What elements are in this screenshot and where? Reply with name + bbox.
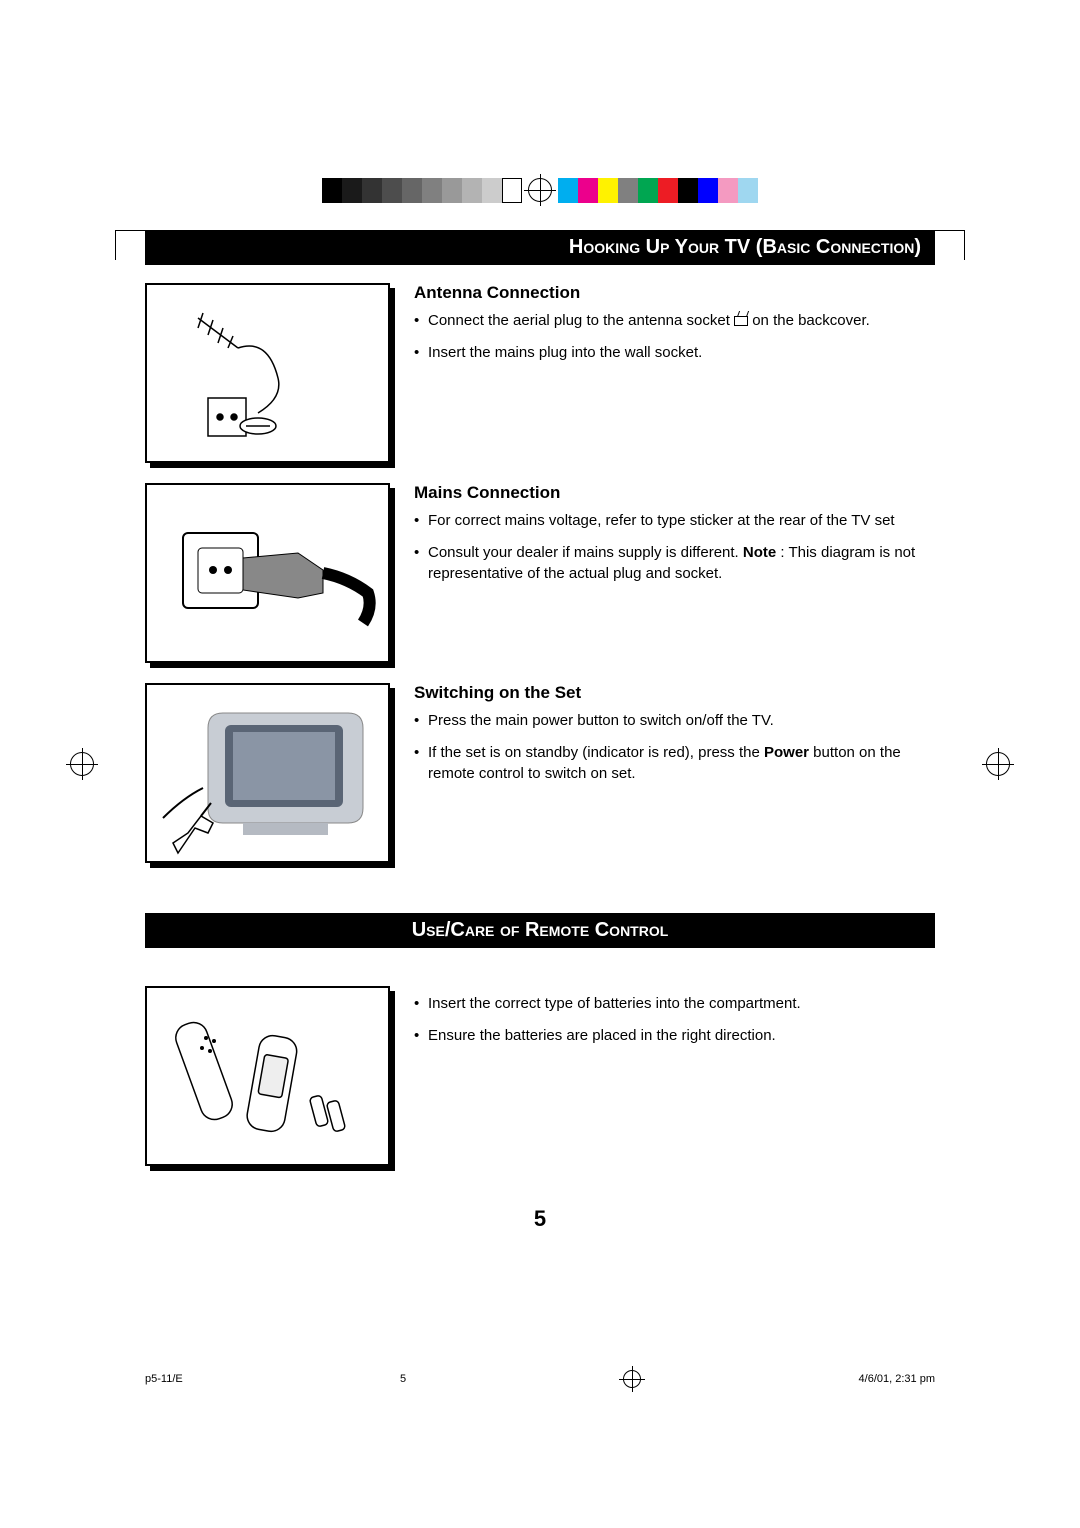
list-item: For correct mains voltage, refer to type… xyxy=(414,511,935,531)
switching-figure xyxy=(145,683,390,863)
list-item: Press the main power button to switch on… xyxy=(414,711,935,731)
registration-mark-icon xyxy=(986,752,1010,776)
crop-mark xyxy=(115,230,145,260)
registration-mark-icon xyxy=(623,1370,641,1388)
section-header-remote: Use/Care of Remote Control xyxy=(145,913,935,948)
registration-mark-icon xyxy=(70,752,94,776)
page-number: 5 xyxy=(145,1206,935,1232)
remote-figure xyxy=(145,986,390,1166)
list-item: Ensure the batteries are placed in the r… xyxy=(414,1026,801,1046)
switching-title: Switching on the Set xyxy=(414,683,935,703)
list-item: Insert the correct type of batteries int… xyxy=(414,994,801,1014)
registration-mark-icon xyxy=(528,178,552,202)
antenna-figure xyxy=(145,283,390,463)
list-item: Consult your dealer if mains supply is d… xyxy=(414,543,935,584)
footer-mid: 5 xyxy=(400,1373,406,1385)
color-calibration-bar xyxy=(322,175,758,205)
list-item: Connect the aerial plug to the antenna s… xyxy=(414,311,870,331)
section-header-hookup: Hooking Up Your TV (Basic Connection) xyxy=(145,230,935,265)
footer: p5-11/E 5 4/6/01, 2:31 pm xyxy=(145,1370,935,1388)
crop-mark xyxy=(935,230,965,260)
list-item: If the set is on standby (indicator is r… xyxy=(414,743,935,784)
list-item: Insert the mains plug into the wall sock… xyxy=(414,343,870,363)
mains-title: Mains Connection xyxy=(414,483,935,503)
page-content: Hooking Up Your TV (Basic Connection) An… xyxy=(145,230,935,1232)
antenna-section: Antenna Connection Connect the aerial pl… xyxy=(145,283,935,463)
footer-left: p5-11/E xyxy=(145,1373,183,1385)
remote-section: Insert the correct type of batteries int… xyxy=(145,986,935,1166)
mains-section: Mains Connection For correct mains volta… xyxy=(145,483,935,663)
switching-section: Switching on the Set Press the main powe… xyxy=(145,683,935,863)
footer-right: 4/6/01, 2:31 pm xyxy=(859,1373,935,1385)
antenna-socket-icon xyxy=(734,316,748,326)
antenna-title: Antenna Connection xyxy=(414,283,870,303)
mains-figure xyxy=(145,483,390,663)
